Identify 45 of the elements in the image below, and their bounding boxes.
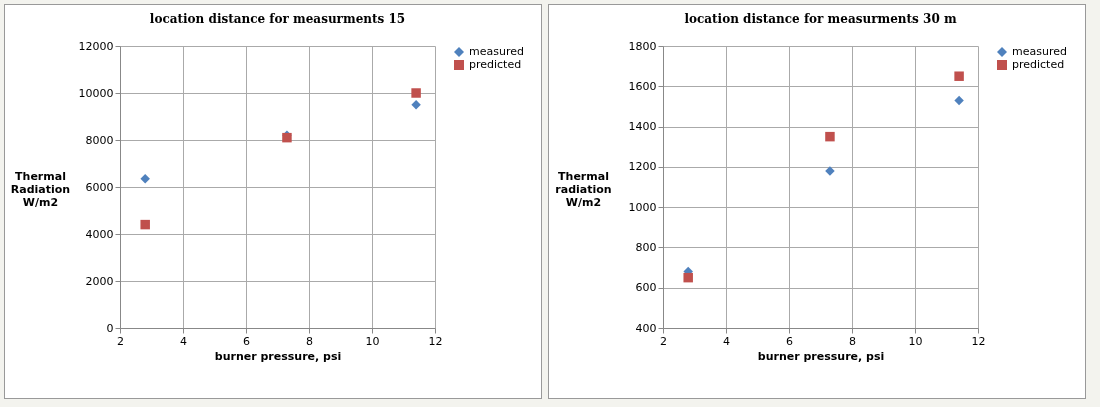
x-tick-label: 12 — [428, 334, 443, 348]
y-tick-label: 0 — [106, 321, 114, 335]
x-tick-label: 6 — [243, 334, 250, 348]
y-tick-label: 12000 — [78, 39, 114, 53]
y-tick-label: 1400 — [628, 120, 657, 134]
y-tick-label: 8000 — [85, 133, 114, 147]
y-tick-label: 2000 — [85, 274, 114, 288]
x-tick-label: 10 — [365, 334, 380, 348]
y-tick-label: 800 — [635, 240, 657, 254]
y-tick-label: 1800 — [628, 39, 657, 53]
x-tick-label: 2 — [660, 334, 667, 348]
legend-label: predicted — [1012, 58, 1065, 71]
x-tick-label: 12 — [971, 334, 986, 348]
y-tick-label: 600 — [635, 281, 657, 295]
y-tick-label: 1200 — [628, 160, 657, 174]
x-tick-label: 4 — [723, 334, 730, 348]
point — [683, 272, 693, 283]
y-axis-title: Thermal radiation W/m2 — [555, 169, 612, 209]
y-tick-label: 4000 — [85, 227, 114, 241]
x-tick-label: 4 — [180, 334, 187, 348]
y-axis-title: Thermal Radiation W/m2 — [10, 169, 71, 209]
x-tick-label: 2 — [117, 334, 124, 348]
y-tick-label: 10000 — [78, 86, 114, 100]
point — [954, 71, 964, 81]
point — [954, 95, 964, 106]
y-tick-label: 1600 — [628, 79, 657, 93]
point — [411, 88, 421, 98]
legend-label: predicted — [469, 58, 522, 71]
x-axis-title: burner pressure, psi — [757, 349, 885, 363]
x-tick-label: 8 — [849, 334, 856, 348]
y-tick-label: 1000 — [628, 200, 657, 214]
point — [411, 100, 421, 110]
x-tick-label: 8 — [306, 334, 313, 348]
legend-label: measured — [469, 45, 524, 58]
point — [140, 174, 150, 184]
x-tick-label: 10 — [908, 334, 923, 348]
y-tick-label: 6000 — [85, 180, 114, 194]
chart-title: location distance for measurments 15 — [149, 12, 406, 26]
point — [140, 219, 150, 230]
point — [825, 131, 835, 142]
x-axis-title: burner pressure, psi — [214, 349, 342, 363]
chart-title: location distance for measurments 30 m — [684, 12, 957, 26]
legend-label: measured — [1012, 45, 1067, 58]
y-tick-label: 400 — [635, 321, 657, 335]
x-tick-label: 6 — [786, 334, 793, 348]
